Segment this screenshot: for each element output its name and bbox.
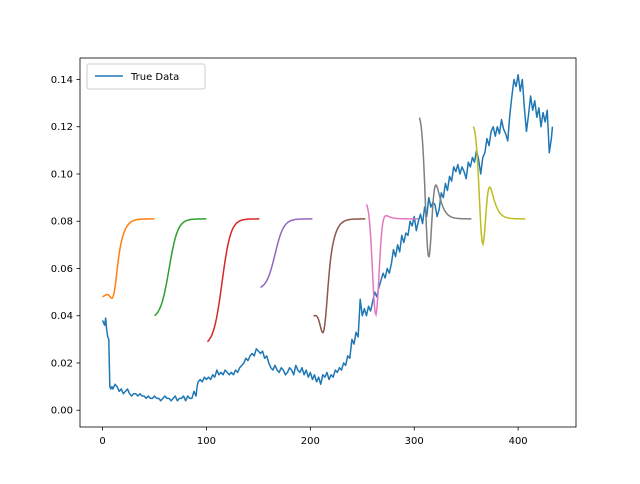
axes: 0 100 200 300 400 0.00 0.02 0.04 0.06 0.08 0.10 0.1… [51,57,577,447]
x-tick-label: 300 [405,436,424,447]
prediction-curve-3 [206,218,260,343]
prediction-curve-5 [313,218,366,334]
y-tick-label: 0.08 [51,217,73,228]
y-tick-label: 0.06 [51,264,73,275]
prediction-curve-4 [260,218,313,289]
x-tick-label: 0 [99,436,105,447]
y-tick-label: 0.14 [51,75,73,86]
x-tick-label: 400 [509,436,528,447]
y-tick-label: 0.12 [51,122,73,133]
legend-label-true-data: True Data [130,72,179,83]
series-true-data [101,74,554,402]
y-tick-label: 0.04 [51,311,73,322]
axes-frame [79,57,577,428]
prediction-curve-1 [102,218,155,300]
y-tick-label: 0.00 [51,406,73,417]
y-tick-label: 0.10 [51,169,73,180]
x-tick-label: 100 [197,436,216,447]
prediction-curve-7 [418,117,472,258]
legend: True Data [86,63,206,90]
prediction-curve-2 [154,218,207,317]
plot-area [101,74,554,402]
y-tick-label: 0.02 [51,358,73,369]
legend-frame [86,63,206,90]
prediction-curve-8 [472,126,526,247]
prediction-curve-6 [365,204,419,318]
x-tick-label: 200 [301,436,320,447]
